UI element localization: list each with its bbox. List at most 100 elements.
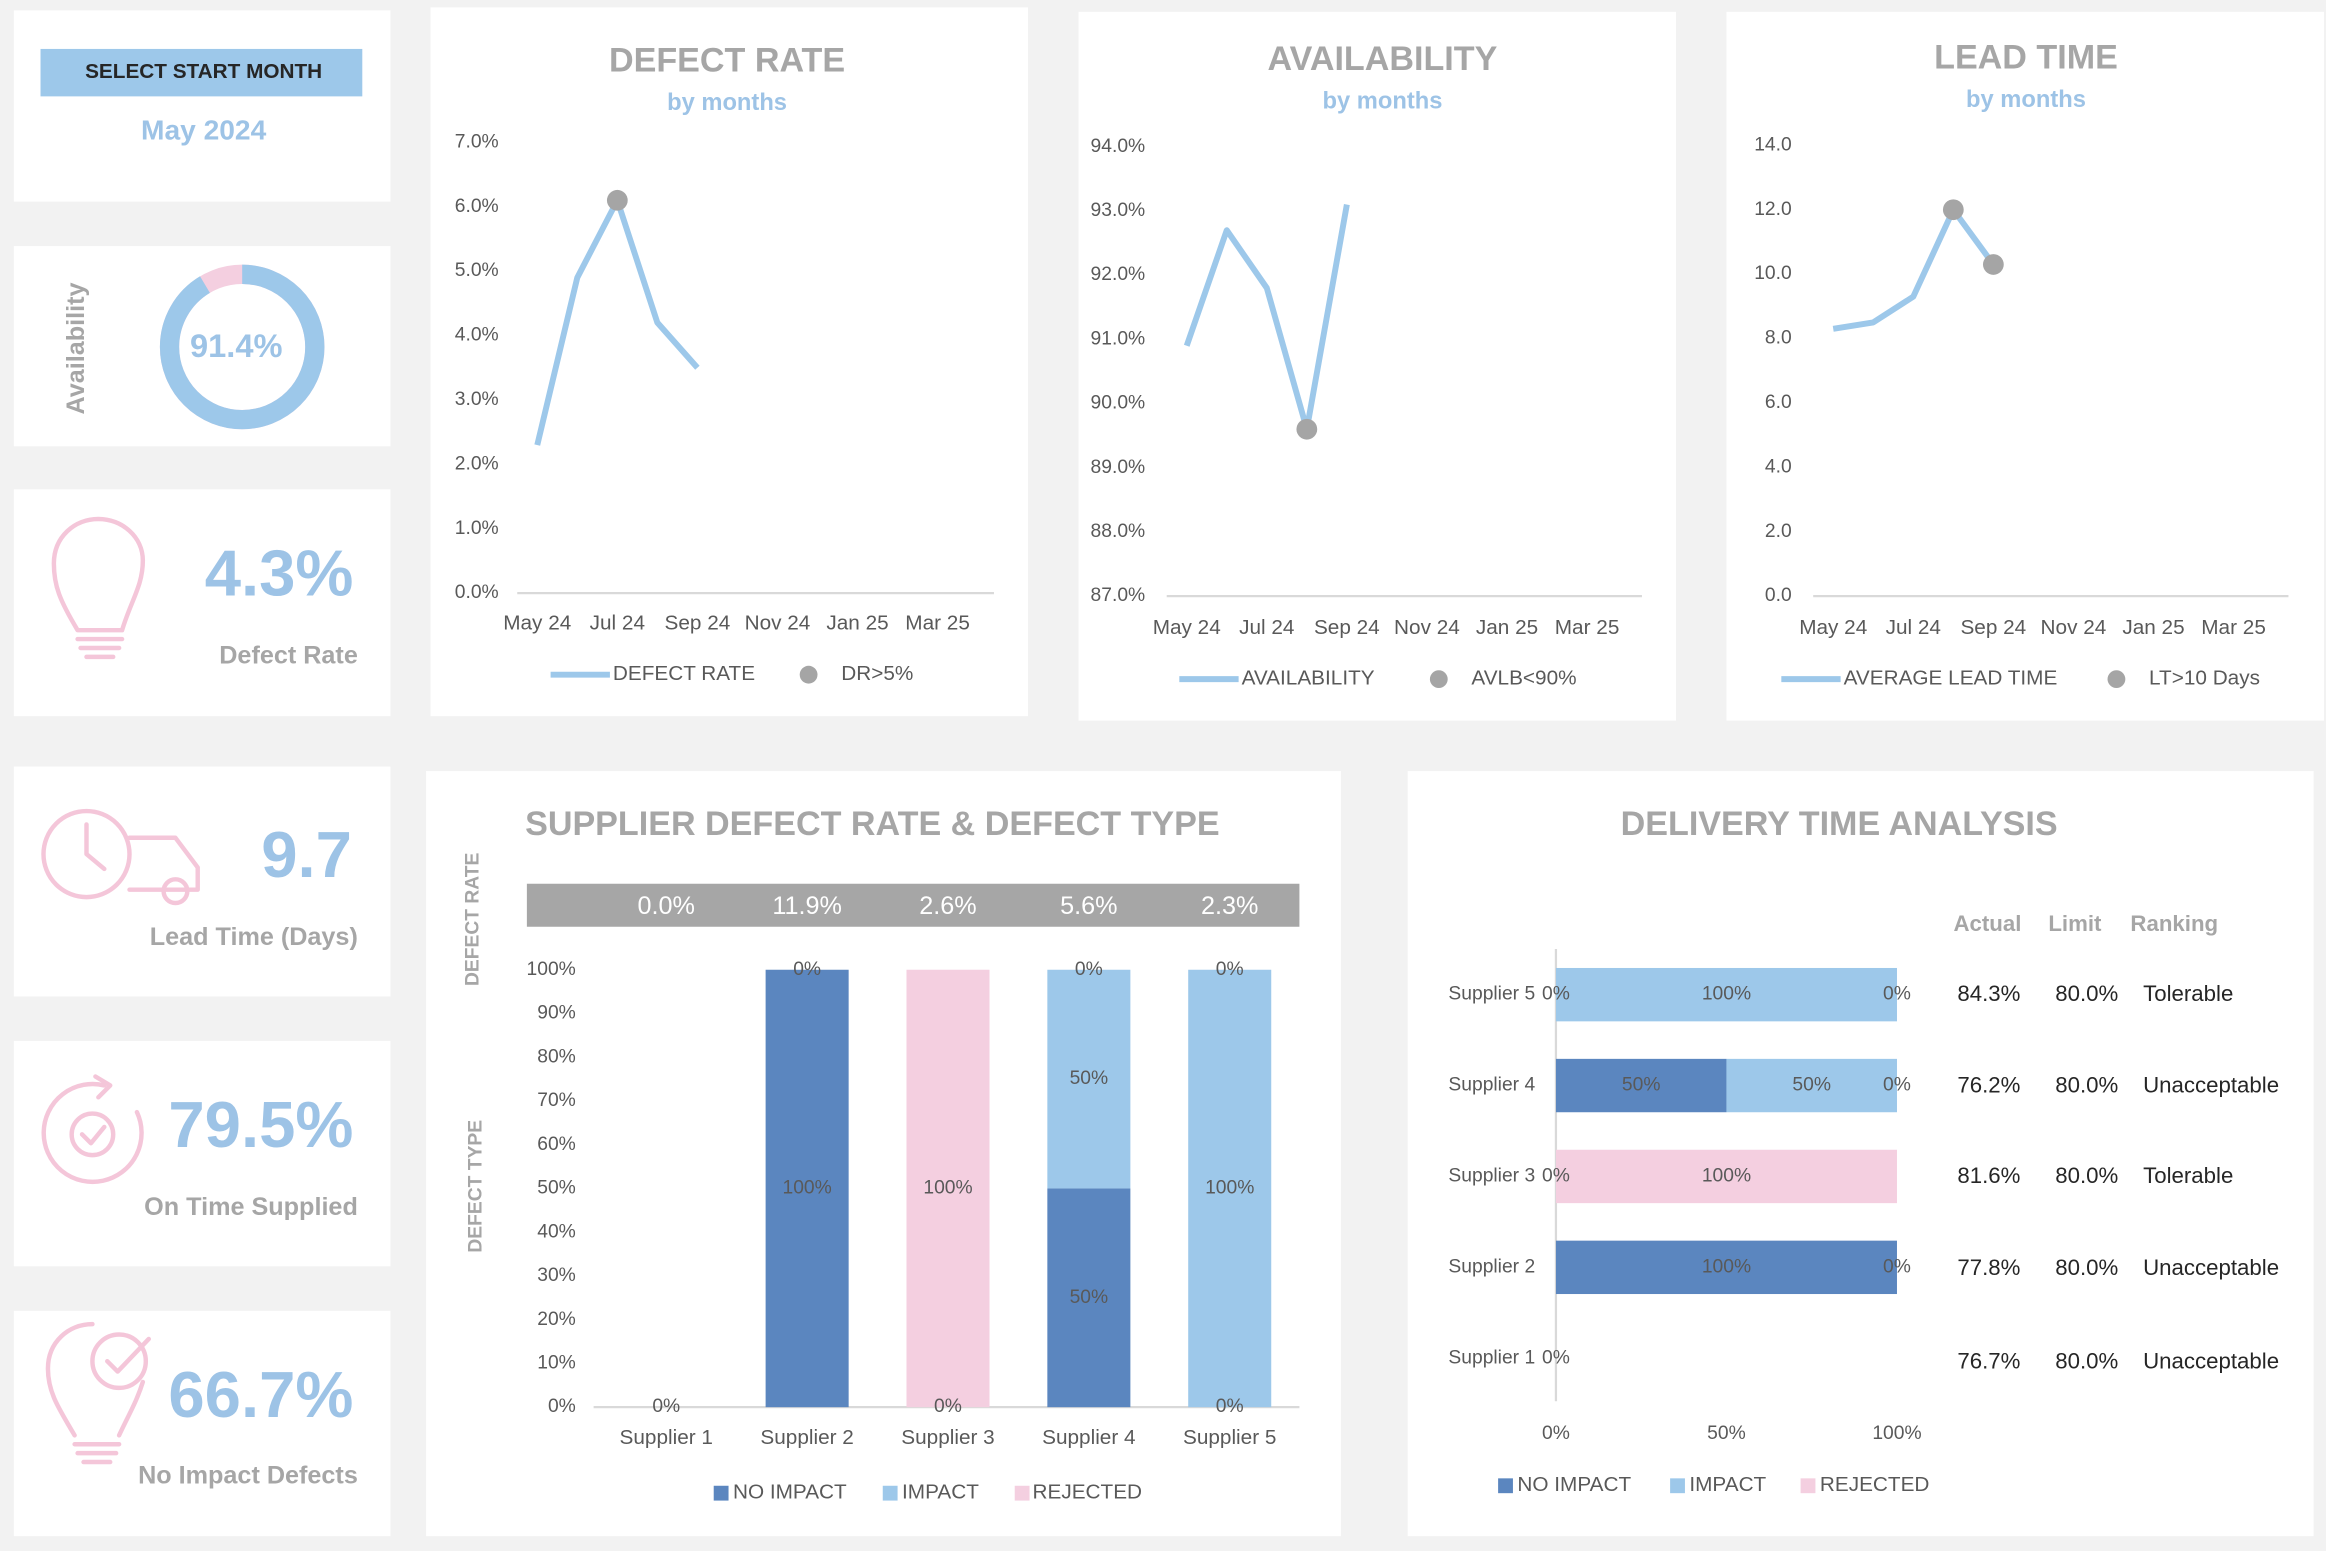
legend-label: LT>10 Days [2149, 667, 2260, 690]
chart-title: LEAD TIME [1934, 38, 2118, 76]
y-tick-label: 0.0 [1765, 585, 1792, 606]
legend-swatch [713, 1485, 729, 1501]
data-label: 50% [1792, 1075, 1831, 1096]
table-header: Ranking [2130, 911, 2218, 936]
y-tick-label: 30% [537, 1265, 576, 1286]
selector-value[interactable]: May 2024 [141, 113, 267, 145]
data-label: 100% [782, 1178, 831, 1199]
y-tick-label: 70% [537, 1090, 576, 1111]
legend-label: IMPACT [902, 1481, 979, 1504]
table-cell: Tolerable [2143, 1163, 2233, 1188]
legend-label: DR>5% [841, 662, 913, 685]
rate-band [526, 883, 1300, 927]
data-label: 50% [1070, 1068, 1109, 1089]
bar-segment [1555, 1240, 1897, 1295]
legend-label: REJECTED [1820, 1473, 1930, 1496]
x-tick-label: Jul 24 [590, 612, 645, 635]
x-tick-label: Nov 24 [1394, 616, 1460, 639]
chart-title: SUPPLIER DEFECT RATE & DEFECT TYPE [525, 805, 1220, 843]
y-tick-label: Supplier 5 [1448, 984, 1535, 1005]
data-label: 100% [1702, 1166, 1751, 1187]
bar-segment [1726, 1058, 1897, 1113]
legend-marker [2107, 670, 2126, 689]
chart-title: DEFECT RATE [609, 41, 845, 79]
kpi-label: No Impact Defects [138, 1462, 358, 1490]
chart-subtitle: by months [1966, 87, 2086, 113]
y-tick-label: 60% [537, 1134, 576, 1155]
x-tick-label: 100% [1872, 1423, 1921, 1444]
data-label: 0% [652, 1396, 680, 1417]
data-label: 50% [1070, 1287, 1109, 1308]
bulb-check-icon [45, 1321, 151, 1465]
legend-label: AVLB<90% [1471, 667, 1576, 690]
y-tick-label: 90% [537, 1003, 576, 1024]
x-tick-label: 50% [1707, 1423, 1746, 1444]
rate-label: 0.0% [638, 892, 695, 920]
data-label: 0% [1542, 1166, 1570, 1187]
legend-marker [799, 665, 818, 684]
data-label: 100% [923, 1178, 972, 1199]
y-tick-label: 3.0% [455, 389, 499, 410]
y-tick-label: Supplier 4 [1448, 1075, 1535, 1096]
y-tick-label: 91.0% [1091, 328, 1146, 349]
table-cell: 80.0% [2055, 1073, 2118, 1098]
y-tick-label: 100% [527, 959, 576, 980]
y-tick-label: 6.0% [455, 196, 499, 217]
y-tick-label: 0% [548, 1396, 576, 1417]
x-tick-label: May 24 [503, 612, 571, 635]
table-cell: 80.0% [2055, 1349, 2118, 1374]
kpi-label: Lead Time (Days) [150, 923, 358, 951]
table-cell: Tolerable [2143, 981, 2233, 1006]
selector-label[interactable]: SELECT START MONTH [85, 60, 322, 83]
bar-segment [1047, 1188, 1131, 1408]
line [1832, 206, 1996, 332]
y-tick-label: 2.0% [455, 453, 499, 474]
y-tick-label: 20% [537, 1309, 576, 1330]
legend-swatch [1014, 1485, 1030, 1501]
kpi-value: 9.7 [261, 818, 352, 891]
x-tick-label: Mar 25 [1555, 616, 1620, 639]
data-label: 100% [1702, 1256, 1751, 1277]
chart-subtitle: by months [667, 90, 787, 116]
data-label: 0% [1075, 959, 1103, 980]
data-label: 0% [1542, 984, 1570, 1005]
table-cell: 80.0% [2055, 1163, 2118, 1188]
selector-button[interactable] [40, 48, 363, 97]
y-tick-label: 14.0 [1754, 134, 1792, 155]
data-label: 0% [1883, 1075, 1911, 1096]
y-tick-label: 4.0% [455, 325, 499, 346]
x-tick-label: Supplier 3 [901, 1426, 994, 1449]
table-header: Actual [1953, 911, 2021, 936]
y-tick-label: 90.0% [1091, 393, 1146, 414]
marker [606, 189, 628, 211]
y-tick-label: 92.0% [1091, 264, 1146, 285]
y-tick-label: 93.0% [1091, 200, 1146, 221]
y-tick-label: 10.0 [1754, 263, 1792, 284]
table-cell: 84.3% [1957, 981, 2020, 1006]
y-tick-label: 7.0% [455, 131, 499, 152]
kpi-value: 79.5% [168, 1088, 353, 1161]
table-cell: 80.0% [2055, 1255, 2118, 1280]
y-tick-label: 87.0% [1091, 585, 1146, 606]
y-tick-label: 88.0% [1091, 521, 1146, 542]
chart-subtitle: by months [1322, 89, 1442, 115]
x-tick-label: Jan 25 [2122, 616, 2184, 639]
legend-label: AVAILABILITY [1242, 667, 1375, 690]
y-tick-label: 40% [537, 1221, 576, 1242]
y-tick-label: 10% [537, 1353, 576, 1374]
data-label: 50% [1622, 1075, 1661, 1096]
table-cell: 76.7% [1957, 1349, 2020, 1374]
table-header: Limit [2048, 911, 2102, 936]
band-axis-label: DEFECT RATE [463, 852, 484, 986]
y-tick-label: 50% [537, 1178, 576, 1199]
ontime-icon [41, 1074, 144, 1185]
y-tick-label: Supplier 2 [1448, 1256, 1535, 1277]
donut-segment [159, 264, 325, 430]
rate-label: 5.6% [1060, 892, 1117, 920]
x-tick-label: Mar 25 [2201, 616, 2266, 639]
y-tick-label: 94.0% [1091, 136, 1146, 157]
marker [1982, 254, 2004, 275]
legend-label: AVERAGE LEAD TIME [1844, 667, 2058, 690]
